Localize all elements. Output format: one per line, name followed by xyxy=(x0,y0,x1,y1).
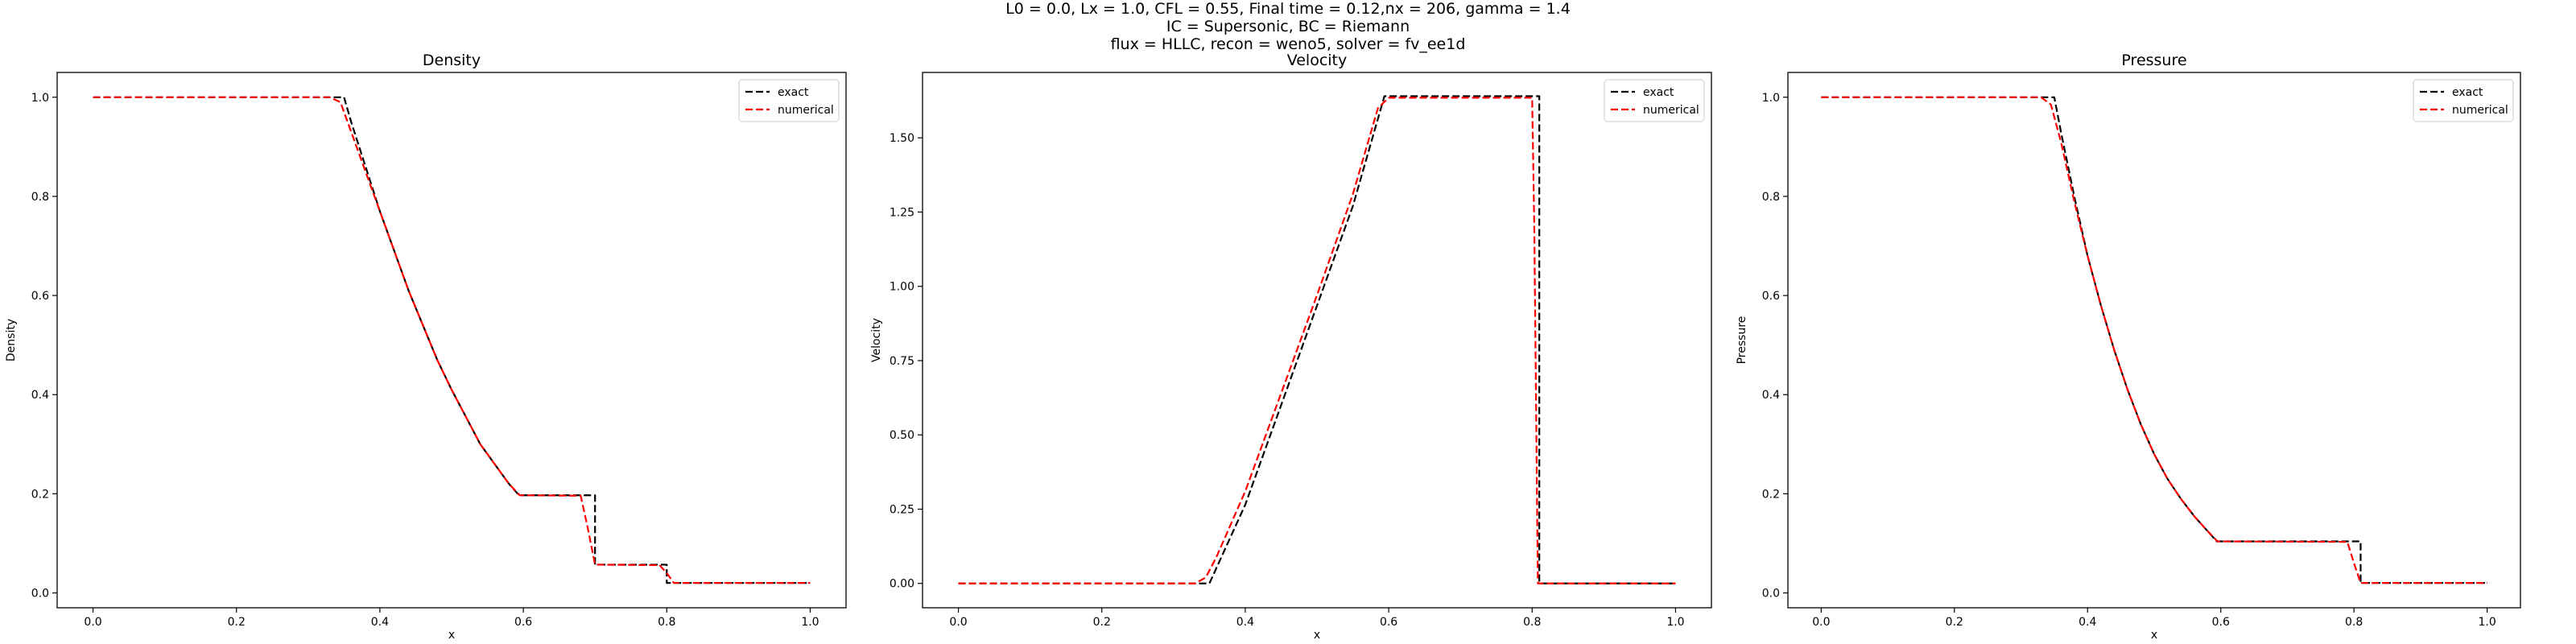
x-tick-label: 1.0 xyxy=(1666,616,1684,629)
x-tick-label: 1.0 xyxy=(2479,616,2496,629)
x-axis-label: x xyxy=(448,629,455,642)
legend: exact numerical xyxy=(738,79,840,122)
x-tick-label: 1.0 xyxy=(801,616,819,629)
y-tick-label: 0.75 xyxy=(890,355,914,368)
x-tick-label: 0.6 xyxy=(2212,616,2230,629)
x-axis-label: x xyxy=(2151,629,2157,642)
x-tick-label: 0.0 xyxy=(949,616,967,629)
x-tick-label: 0.4 xyxy=(371,616,389,629)
y-tick-label: 0.8 xyxy=(31,191,49,204)
legend-label-numerical: numerical xyxy=(778,104,834,117)
y-tick-label: 0.4 xyxy=(31,389,49,402)
legend-label-numerical: numerical xyxy=(1643,104,1699,117)
legend-label-numerical: numerical xyxy=(2452,104,2508,117)
legend: exact numerical xyxy=(2413,79,2514,122)
y-tick-label: 1.0 xyxy=(31,92,49,105)
y-tick-label: 0.25 xyxy=(890,503,914,516)
legend: exact numerical xyxy=(1604,79,1705,122)
figure-title-line-1: L0 = 0.0, Lx = 1.0, CFL = 0.55, Final ti… xyxy=(1005,0,1571,18)
plot-frame xyxy=(56,72,847,609)
y-tick-label: 1.25 xyxy=(890,206,914,219)
x-tick-label: 0.2 xyxy=(1946,616,1963,629)
x-tick-label: 0.6 xyxy=(514,616,532,629)
y-tick-label: 1.0 xyxy=(1762,92,1780,105)
x-axis-label: x xyxy=(1314,629,1320,642)
panel-title: Pressure xyxy=(2121,52,2186,69)
x-tick-label: 0.4 xyxy=(2079,616,2096,629)
x-tick-label: 0.0 xyxy=(84,616,101,629)
series-numerical-line xyxy=(1821,96,2487,584)
y-tick-label: 0.50 xyxy=(890,429,914,442)
y-tick-label: 0.6 xyxy=(1762,290,1780,303)
x-tick-label: 0.8 xyxy=(1523,616,1541,629)
y-tick-label: 0.2 xyxy=(1762,488,1780,501)
x-tick-label: 0.8 xyxy=(2345,616,2363,629)
legend-box xyxy=(2413,79,2514,122)
y-tick-label: 0.00 xyxy=(890,578,914,591)
y-axis-label: Pressure xyxy=(1736,316,1748,365)
y-tick-label: 0.0 xyxy=(31,588,49,601)
x-tick-label: 0.0 xyxy=(1812,616,1830,629)
legend-label-exact: exact xyxy=(2452,86,2483,99)
panel-density: Density 0.0 0.2 0.4 0.6 0.8 1.0 0.0 0.2 0.4 0.6 0.8… xyxy=(5,52,847,642)
panel-velocity: Velocity 0.0 0.2 0.4 0.6 0.8 1.0 0.00 0.25 0.50 0.… xyxy=(870,52,1712,642)
x-tick-label: 0.8 xyxy=(658,616,675,629)
x-tick-label: 0.4 xyxy=(1236,616,1254,629)
figure-title-line-2: IC = Supersonic, BC = Riemann xyxy=(1166,18,1410,35)
legend-box xyxy=(738,79,840,122)
y-tick-label: 0.4 xyxy=(1762,389,1780,402)
figure-title-line-3: flux = HLLC, recon = weno5, solver = fv_… xyxy=(1111,35,1466,53)
legend-box xyxy=(1604,79,1705,122)
y-tick-label: 0.8 xyxy=(1762,191,1780,204)
plot-frame xyxy=(1787,72,2521,609)
legend-label-exact: exact xyxy=(1643,86,1674,99)
panel-title: Density xyxy=(423,52,481,69)
y-tick-label: 0.0 xyxy=(1762,588,1780,601)
legend-label-exact: exact xyxy=(778,86,809,99)
series-numerical-line xyxy=(958,97,1676,584)
panel-pressure: Pressure 0.0 0.2 0.4 0.6 0.8 1.0 0.0 0.2 0.4 0.6 0.… xyxy=(1736,52,2521,642)
x-tick-label: 0.6 xyxy=(1380,616,1397,629)
y-tick-label: 0.6 xyxy=(31,290,49,303)
y-axis-label: Density xyxy=(5,319,18,361)
series-exact-line xyxy=(958,95,1676,584)
x-tick-label: 0.2 xyxy=(228,616,246,629)
panel-title: Velocity xyxy=(1287,52,1348,69)
series-numerical-line xyxy=(93,96,811,584)
y-tick-label: 1.00 xyxy=(890,281,914,294)
y-tick-label: 1.50 xyxy=(890,132,914,145)
x-tick-label: 0.2 xyxy=(1093,616,1111,629)
y-axis-label: Velocity xyxy=(870,318,883,362)
plot-frame xyxy=(922,72,1712,609)
y-tick-label: 0.2 xyxy=(31,488,49,501)
